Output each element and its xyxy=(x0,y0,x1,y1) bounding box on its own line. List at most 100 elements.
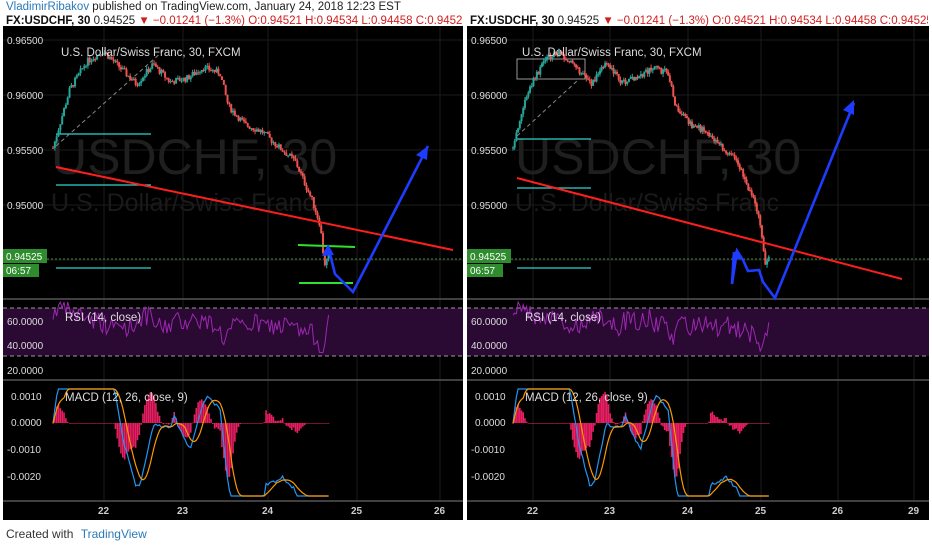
tradingview-link[interactable]: TradingView xyxy=(80,527,147,541)
right-x-tick-2: 23 xyxy=(604,506,616,517)
macd-hist-bar xyxy=(145,399,148,423)
macd-hist-bar xyxy=(131,423,133,449)
macd-hist-bar xyxy=(66,421,69,423)
macd-hist-bar xyxy=(257,423,260,424)
macd-hist-bar xyxy=(558,423,560,424)
candle-body xyxy=(759,215,762,226)
macd-hist-bar xyxy=(696,423,698,424)
macd-hist-bar xyxy=(294,423,297,432)
candle-body xyxy=(110,57,113,60)
candle-body xyxy=(554,52,557,55)
candle-body xyxy=(202,69,205,71)
right-ohlc: O:0.94521 H:0.94534 L:0.94458 C:0.94525 xyxy=(712,15,928,27)
right-macd-series xyxy=(512,388,770,497)
candle-body xyxy=(52,147,54,149)
macd-hist-bar xyxy=(261,423,264,424)
candle-body xyxy=(320,225,323,234)
candle-body xyxy=(552,52,555,58)
candle-body xyxy=(274,142,277,147)
macd-hist-bar xyxy=(138,423,141,436)
left-price-tick-4: 0.95000 xyxy=(7,201,44,212)
candle-body xyxy=(605,63,608,65)
macd-hist-bar xyxy=(68,423,71,424)
macd-hist-bar xyxy=(287,423,289,427)
right-symbol[interactable]: FX:USDCHF, 30 xyxy=(470,15,555,27)
macd-hist-bar xyxy=(158,415,161,423)
candle-body xyxy=(204,66,207,71)
macd-hist-bar xyxy=(55,406,58,423)
macd-hist-bar xyxy=(730,423,733,426)
left-projection-arrow[interactable] xyxy=(326,145,430,295)
macd-hist-bar xyxy=(92,423,95,424)
candle-body xyxy=(114,60,117,62)
page-header: VladimirRibakov published on TradingView… xyxy=(0,0,932,27)
candle-body xyxy=(147,68,150,73)
candle-body xyxy=(641,74,644,77)
macd-hist-bar xyxy=(580,423,582,456)
candle-body xyxy=(138,83,141,86)
right-rsi-tick-3: 20.0000 xyxy=(471,366,508,377)
macd-hist-bar xyxy=(578,423,581,459)
candle-body xyxy=(94,59,97,61)
macd-hist-bar xyxy=(291,423,293,431)
macd-hist-bar xyxy=(766,423,768,424)
macd-hist-bar xyxy=(563,423,565,424)
candle-body xyxy=(119,67,122,70)
candle-body xyxy=(187,75,190,80)
candle-body xyxy=(634,76,637,81)
left-x-tick-3: 24 xyxy=(262,506,274,517)
macd-hist-bar xyxy=(767,423,770,424)
candle-body xyxy=(186,75,189,82)
macd-hist-bar xyxy=(597,404,600,423)
macd-hist-bar xyxy=(549,423,552,424)
right-arrowhead-small xyxy=(731,248,743,260)
candle-body xyxy=(568,61,571,63)
author-link[interactable]: VladimirRibakov xyxy=(6,1,90,13)
candle-body xyxy=(309,191,312,196)
candle-body xyxy=(211,70,214,72)
left-change: ▼ −0.01241 (−1.3%) xyxy=(138,15,245,27)
left-chart-svg[interactable]: USDCHF, 30 U.S. Dollar/Swiss Franc xyxy=(3,26,463,520)
candle-body xyxy=(209,70,212,72)
candle-body xyxy=(108,57,111,59)
macd-hist-bar xyxy=(85,423,87,424)
macd-hist-bar xyxy=(638,423,640,436)
candle-body xyxy=(745,179,748,184)
macd-hist-bar xyxy=(230,423,232,469)
candle-body xyxy=(644,69,647,72)
macd-hist-bar xyxy=(212,423,214,425)
macd-hist-bar xyxy=(112,423,115,424)
left-trendline[interactable] xyxy=(55,166,454,251)
candle-body xyxy=(561,53,564,55)
macd-hist-bar xyxy=(650,399,652,423)
macd-hist-bar xyxy=(764,423,767,424)
left-ohlc: O:0.94521 H:0.94534 L:0.94458 C:0.94525 xyxy=(248,15,462,27)
candle-body xyxy=(697,125,700,128)
macd-hist-bar xyxy=(532,423,535,424)
right-chart-svg[interactable]: USDCHF, 30 U.S. Dollar/Swiss Franc U.S. … xyxy=(467,26,929,520)
right-chart-panel[interactable]: USDCHF, 30 U.S. Dollar/Swiss Franc U.S. … xyxy=(467,26,929,520)
macd-hist-bar xyxy=(740,423,743,432)
right-trendline[interactable] xyxy=(516,177,903,280)
candle-body xyxy=(272,142,275,144)
macd-hist-bar xyxy=(756,423,758,424)
right-range-box[interactable] xyxy=(516,58,586,80)
candle-body xyxy=(307,189,310,192)
candle-body xyxy=(658,67,661,69)
right-projection-arrow[interactable] xyxy=(730,102,856,301)
macd-hist-bar xyxy=(169,423,172,424)
macd-hist-bar xyxy=(77,423,80,424)
macd-hist-bar xyxy=(515,407,518,423)
macd-hist-bar xyxy=(534,423,536,424)
right-arrowhead-top xyxy=(843,100,854,115)
macd-hist-bar xyxy=(87,423,89,424)
left-symbol[interactable]: FX:USDCHF, 30 xyxy=(6,15,91,27)
macd-hist-bar xyxy=(643,414,646,423)
macd-hist-bar xyxy=(522,412,525,423)
candle-body xyxy=(714,139,717,142)
macd-hist-bar xyxy=(721,420,724,423)
candle-body xyxy=(684,113,687,117)
left-green-level-1[interactable] xyxy=(297,244,356,248)
macd-hist-bar xyxy=(757,423,760,424)
left-chart-panel[interactable]: USDCHF, 30 U.S. Dollar/Swiss Franc xyxy=(3,26,463,520)
